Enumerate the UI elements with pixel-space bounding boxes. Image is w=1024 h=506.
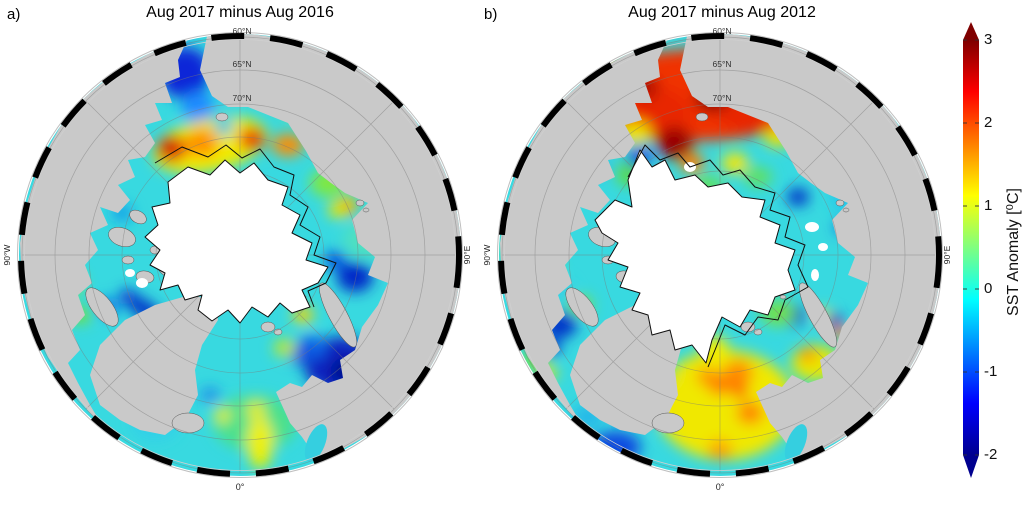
map-rim-dashes [498, 33, 942, 477]
island [85, 287, 119, 327]
longitude-label-east: 90°E [942, 245, 952, 264]
colorbar-axis-label: SST Anomaly [⁰C] [1005, 188, 1022, 316]
ice-edge-contour [154, 144, 337, 308]
inland-water [784, 424, 808, 462]
island [779, 294, 787, 300]
sea-ice-patch [125, 269, 135, 277]
map-frame-a: 60°N 65°N 70°N 90°W 90°E 0° [2, 26, 472, 492]
colorbar-tick-value: -1 [984, 363, 998, 380]
island [362, 207, 370, 213]
island [835, 199, 845, 207]
latitude-label: 60°N [233, 26, 252, 36]
panel-a-label: a) [7, 6, 21, 23]
map-panel-b [499, 34, 941, 476]
colorbar-tick-value: 1 [984, 197, 993, 214]
sea-ice-patch [136, 278, 148, 288]
longitude-label-east: 90°E [462, 245, 472, 264]
island [355, 199, 365, 207]
longitude-label-west: 90°W [482, 245, 492, 266]
colorbar [963, 22, 979, 478]
map-rim-dashes [18, 33, 462, 477]
colorbar-arrow-top [963, 22, 979, 40]
island [842, 207, 850, 213]
map-frame-b: 60°N 65°N 70°N 90°W 90°E 0° [482, 26, 952, 492]
sea-ice-cap [594, 149, 796, 364]
island [799, 282, 837, 348]
island [565, 287, 599, 327]
latitude-label: 65°N [233, 59, 252, 69]
colorbar-tick-value: 2 [984, 114, 993, 131]
colorbar-gradient [963, 40, 979, 455]
panel-a-title: Aug 2017 minus Aug 2016 [146, 4, 334, 21]
colorbar-tick-value: 3 [984, 31, 993, 48]
latitude-label: 60°N [713, 26, 732, 36]
latitude-label: 70°N [713, 93, 732, 103]
island [740, 321, 756, 333]
island [260, 321, 276, 333]
map-panel-a [19, 34, 461, 476]
sea-ice-patch [805, 222, 819, 232]
inland-water [304, 424, 328, 462]
sea-ice-cap [144, 159, 329, 324]
colorbar-tick-value: 0 [984, 280, 993, 297]
island [695, 112, 709, 122]
panel-b-title: Aug 2017 minus Aug 2012 [628, 4, 816, 21]
sea-ice-patch [811, 269, 819, 281]
island [171, 412, 205, 434]
sea-ice-patch [818, 243, 828, 251]
longitude-label-west: 90°W [2, 245, 12, 266]
island [121, 255, 135, 265]
longitude-label-zero: 0° [236, 482, 245, 492]
island [319, 282, 357, 348]
colorbar-tick-value: -2 [984, 446, 998, 463]
latitude-label: 65°N [713, 59, 732, 69]
island [651, 412, 685, 434]
latitude-label: 70°N [233, 93, 252, 103]
colorbar-arrow-bottom [963, 455, 979, 478]
ice-edge-contour [627, 144, 809, 368]
island [215, 112, 229, 122]
longitude-label-zero: 0° [716, 482, 725, 492]
panel-b-label: b) [484, 6, 498, 23]
